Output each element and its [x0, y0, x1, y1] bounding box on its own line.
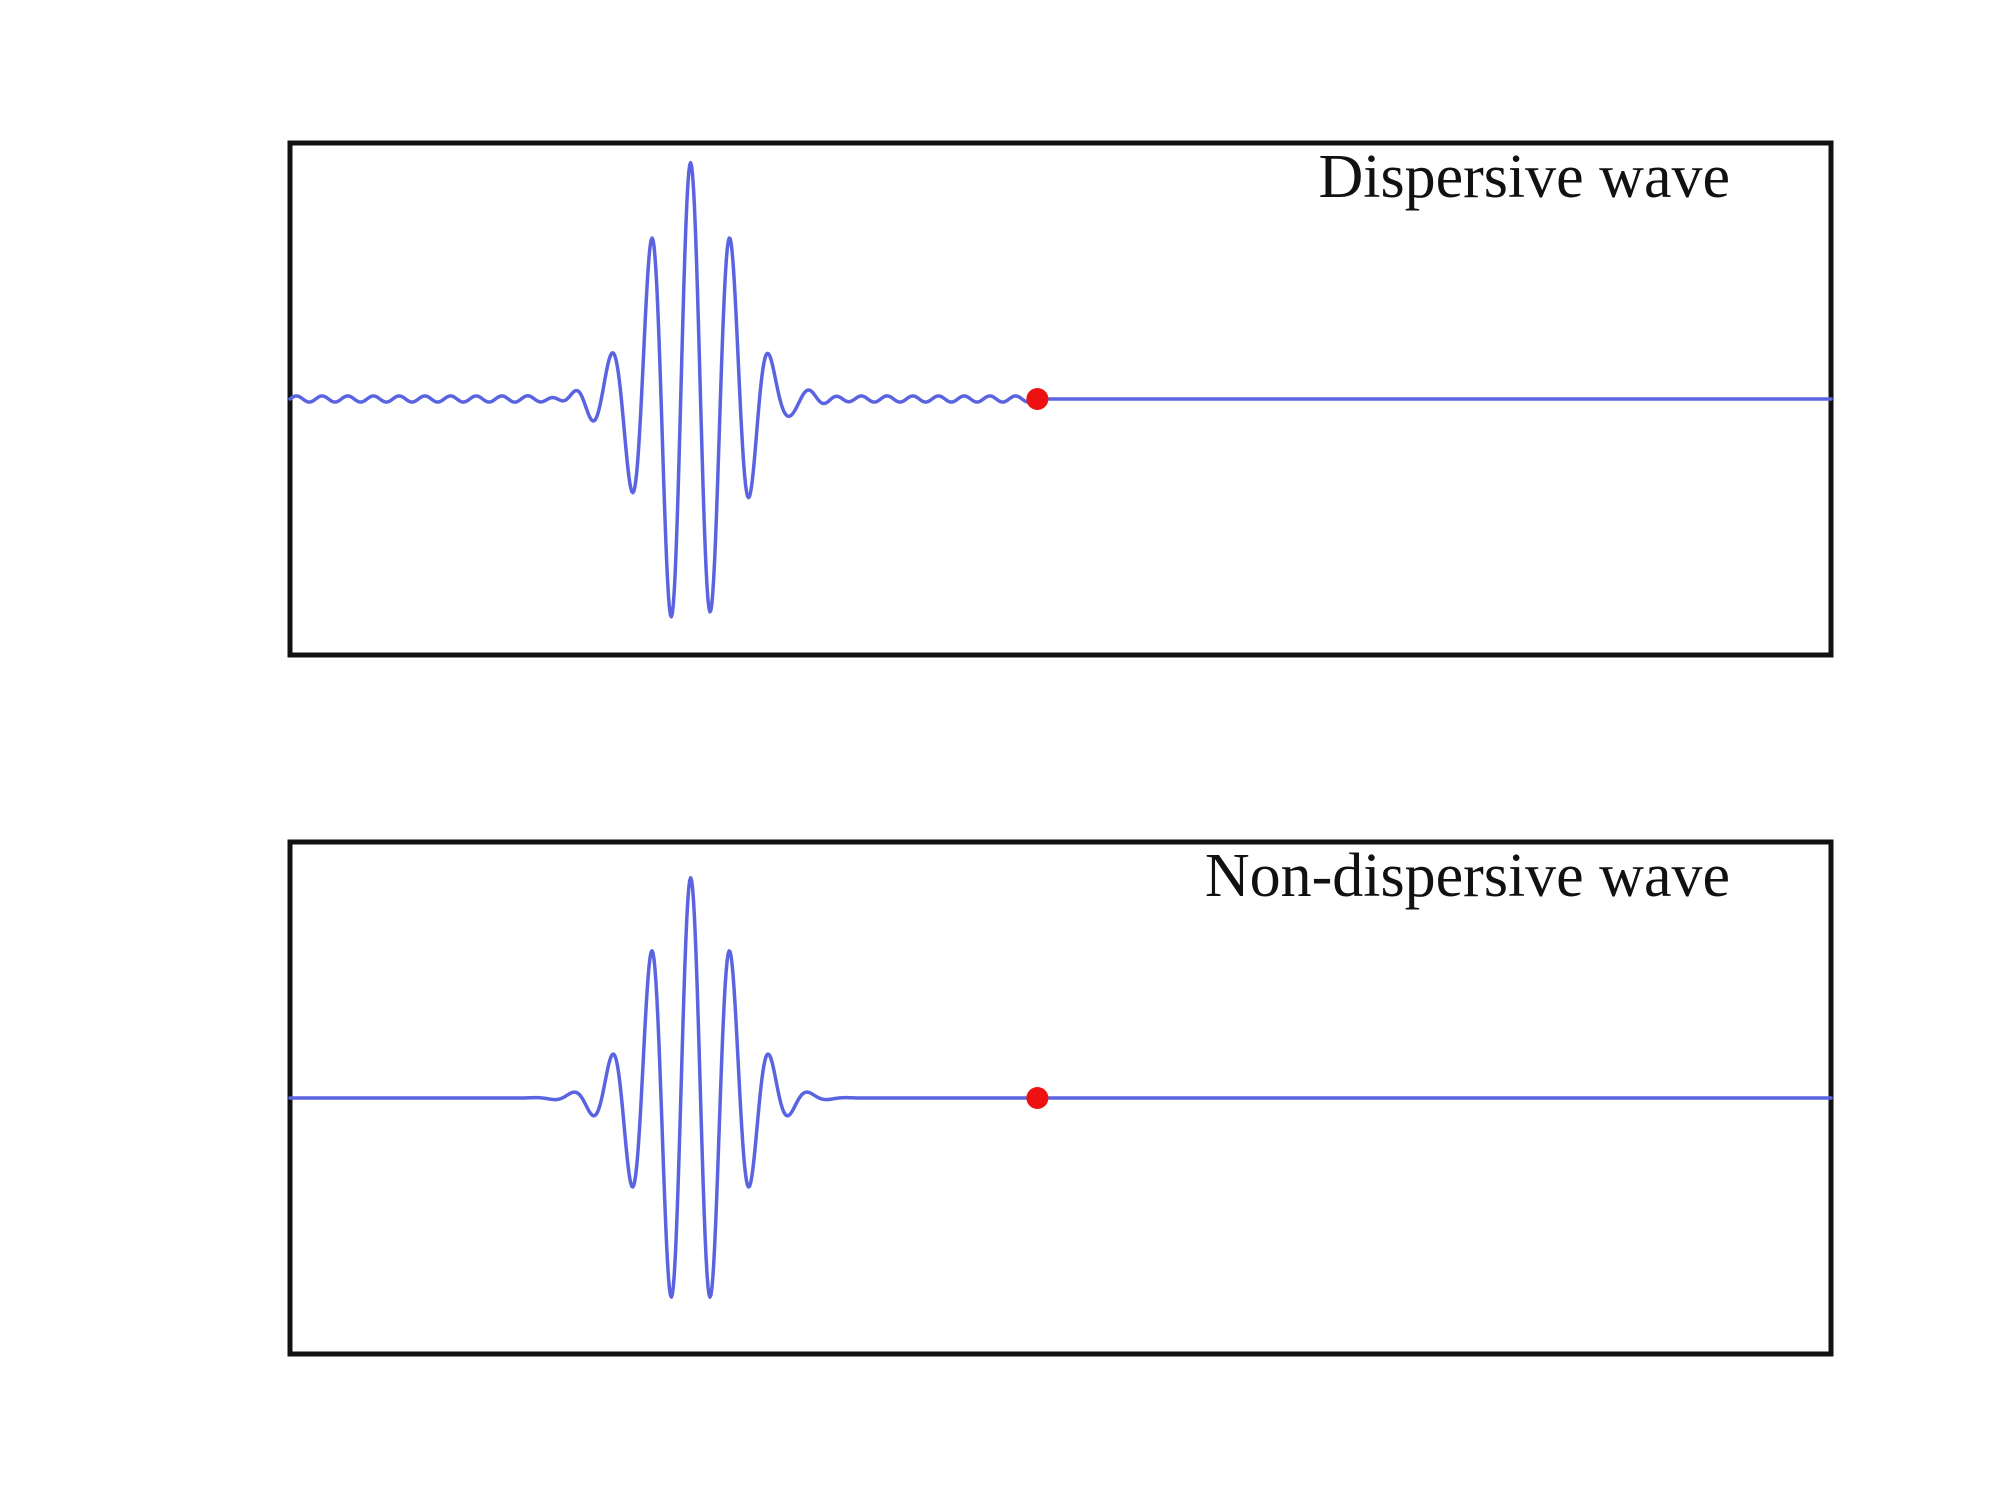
red-dot-marker: [1026, 388, 1049, 410]
red-dot-marker: [1026, 1087, 1049, 1109]
panel-dispersive: Dispersive wave: [287, 140, 1834, 658]
panel-title: Non-dispersive wave: [1205, 842, 1730, 910]
panel-title: Dispersive wave: [1319, 143, 1730, 211]
panel-non-dispersive: Non-dispersive wave: [287, 839, 1834, 1357]
wave-packet-curve: [288, 876, 1833, 1299]
wave-packet-curve: [288, 160, 1833, 619]
